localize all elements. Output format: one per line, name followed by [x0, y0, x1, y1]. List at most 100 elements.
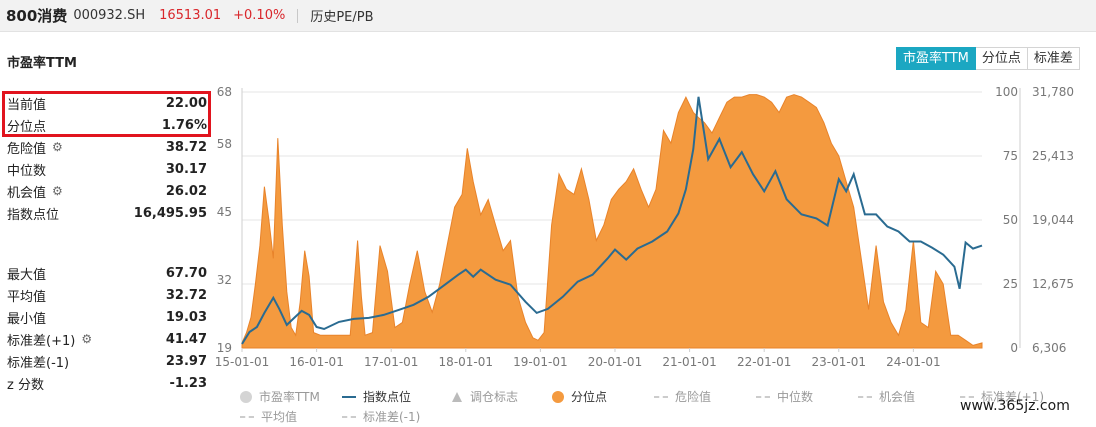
legend-label: 指数点位 [363, 390, 412, 404]
legend-label: 标准差(-1) [363, 410, 421, 424]
stat-value: 32.72 [165, 287, 207, 303]
index-code: 000932.SH [73, 8, 146, 23]
x-tick-label: 22-01-01 [737, 355, 791, 369]
legend-opportunity[interactable]: 机会值 [858, 388, 915, 405]
legend-percentile[interactable]: 分位点 [552, 388, 607, 405]
stat-row-std-plus-one: 标准差(+1) ⚙ 41.47 [7, 328, 207, 350]
stat-label: 中位数 [7, 160, 46, 179]
stat-row-opportunity-value: 机会值 ⚙ 26.02 [7, 180, 207, 202]
highlight-box [2, 91, 211, 137]
y-percentile-tick-label: 75 [1003, 149, 1018, 163]
stat-label-text: 当前值 [7, 97, 47, 113]
legend-label: 市盈率TTM [259, 390, 320, 404]
stat-label-text: 危险值 [7, 141, 47, 157]
x-tick-label: 16-01-01 [289, 355, 343, 369]
percentile-area [241, 94, 983, 349]
stat-row-z-score: z 分数 -1.23 [7, 372, 207, 394]
legend-index[interactable]: 指数点位 [342, 388, 411, 405]
x-tick-label: 23-01-01 [812, 355, 866, 369]
stat-value: 30.17 [165, 161, 207, 177]
stat-row-mean-value: 平均值 32.72 [7, 284, 207, 306]
stat-label: 标准差(-1) [7, 352, 69, 371]
y-index-tick-label: 19,044 [1032, 213, 1074, 227]
index-header: 800消费 000932.SH 16513.01 +0.10% 历史PE/PB [0, 0, 1096, 32]
stat-row-max-value: 最大值 67.70 [7, 262, 207, 284]
stat-label-text: 分位点 [7, 119, 47, 135]
tab-pe-ttm[interactable]: 市盈率TTM [896, 47, 976, 70]
x-tick-label: 15-01-01 [215, 355, 269, 369]
stat-value: -1.23 [169, 375, 207, 391]
settings-gear-icon[interactable]: ⚙ [52, 140, 63, 154]
legend-rebalance[interactable]: 调仓标志 [452, 388, 518, 405]
y-index-tick-label: 12,675 [1032, 277, 1074, 291]
stat-value: 38.72 [165, 139, 207, 155]
legend-mean[interactable]: 平均值 [240, 408, 297, 425]
legend-label: 标准差(+1) [981, 390, 1045, 404]
stat-value: 23.97 [165, 353, 207, 369]
stat-value: 16,495.95 [133, 205, 207, 221]
index-name: 800消费 [6, 7, 68, 25]
stat-label: 平均值 [7, 286, 46, 305]
y-left-tick-label: 45 [217, 205, 232, 219]
pe-pb-history-link[interactable]: 历史PE/PB [310, 10, 374, 25]
section-title: 市盈率TTM [7, 56, 77, 71]
legend-label: 机会值 [879, 390, 916, 404]
legend-triangle-icon [452, 391, 462, 402]
y-left-tick-label: 19 [217, 341, 232, 355]
header-divider [297, 8, 299, 23]
legend-pe-ttm[interactable]: 市盈率TTM [240, 388, 320, 405]
x-tick-label: 17-01-01 [364, 355, 418, 369]
legend-dash-icon [240, 415, 254, 418]
stat-row-percentile: 分位点 1.76% [7, 114, 207, 136]
y-left-tick-label: 58 [217, 137, 232, 151]
stat-label: 分位点 [7, 116, 46, 135]
tab-std-dev[interactable]: 标准差 [1027, 47, 1080, 70]
stat-value: 26.02 [165, 183, 207, 199]
legend-line-icon [342, 395, 356, 398]
stat-row-current-value: 当前值 22.00 [7, 92, 207, 114]
legend-dash-icon [654, 395, 668, 398]
legend-dash-icon [858, 395, 872, 398]
legend-median[interactable]: 中位数 [756, 388, 813, 405]
x-tick-label: 19-01-01 [513, 355, 567, 369]
y-index-tick-label: 6,306 [1032, 341, 1066, 355]
stat-label: 标准差(+1) ⚙ [7, 330, 92, 349]
legend-label: 分位点 [571, 390, 608, 404]
legend-dash-icon [342, 415, 356, 418]
tab-percentile[interactable]: 分位点 [975, 47, 1028, 70]
y-index-tick-label: 25,413 [1032, 149, 1074, 163]
legend-std-minus[interactable]: 标准差(-1) [342, 408, 420, 425]
x-tick-label: 21-01-01 [662, 355, 716, 369]
stat-label-text: 最大值 [7, 267, 47, 283]
y-left-tick-label: 32 [217, 273, 232, 287]
y-percentile-tick-label: 100 [995, 85, 1018, 99]
legend-danger[interactable]: 危险值 [654, 388, 711, 405]
stat-label: 危险值 ⚙ [7, 138, 63, 157]
settings-gear-icon[interactable]: ⚙ [52, 184, 63, 198]
x-tick-label: 24-01-01 [886, 355, 940, 369]
stat-label-text: 最小值 [7, 311, 47, 327]
stat-row-index-level: 指数点位 16,495.95 [7, 202, 207, 224]
legend-label: 危险值 [675, 390, 712, 404]
stat-label: 机会值 ⚙ [7, 182, 63, 201]
stat-label: 指数点位 [7, 204, 59, 223]
stat-value: 67.70 [165, 265, 207, 281]
stat-value: 1.76% [161, 117, 207, 133]
y-percentile-tick-label: 50 [1003, 213, 1018, 227]
y-percentile-tick-label: 0 [1010, 341, 1018, 355]
stat-label: 最大值 [7, 264, 46, 283]
y-percentile-tick-label: 25 [1003, 277, 1018, 291]
stat-row-median: 中位数 30.17 [7, 158, 207, 180]
settings-gear-icon[interactable]: ⚙ [81, 332, 93, 346]
legend-label: 调仓标志 [470, 390, 519, 404]
stat-label-text: 指数点位 [7, 207, 60, 223]
stat-label-text: z 分数 [7, 377, 44, 393]
legend-label: 中位数 [777, 390, 814, 404]
stat-row-danger-value: 危险值 ⚙ 38.72 [7, 136, 207, 158]
legend-dot-icon [240, 390, 252, 403]
stat-value: 22.00 [165, 95, 207, 111]
stat-label-text: 标准差(+1) [7, 333, 76, 349]
legend-std-plus[interactable]: 标准差(+1) [960, 388, 1044, 405]
watermark: www.365jz.com [960, 398, 1070, 414]
